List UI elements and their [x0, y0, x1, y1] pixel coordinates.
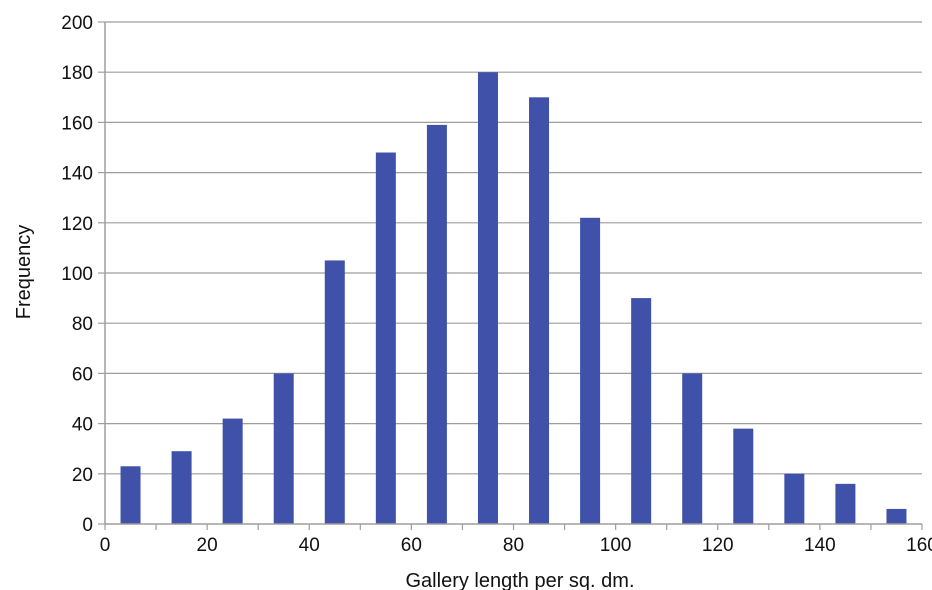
bar: [682, 373, 703, 524]
x-tick-label: 120: [702, 535, 734, 556]
x-tick-label: 160: [906, 535, 932, 556]
y-axis-title: Frequency: [13, 225, 35, 320]
x-tick-label: 0: [100, 535, 111, 556]
x-axis-title: Gallery length per sq. dm.: [406, 570, 635, 590]
y-tick-label: 140: [61, 164, 93, 185]
x-tick-labels: 0 20 40 60 80 100 120 140 160: [100, 535, 932, 556]
x-tick-label: 20: [197, 535, 218, 556]
x-tick-label: 60: [401, 535, 422, 556]
y-tick-label: 20: [72, 465, 93, 486]
bar: [426, 124, 447, 524]
y-tick-label: 40: [72, 415, 93, 436]
bar: [784, 473, 805, 524]
bars: [120, 72, 907, 525]
bar: [273, 373, 294, 524]
y-tick-label: 200: [61, 13, 93, 34]
y-tick-label: 120: [61, 214, 93, 235]
y-tick-label: 160: [61, 113, 93, 134]
x-tick-label: 80: [503, 535, 524, 556]
bar: [171, 451, 192, 524]
bar: [835, 483, 856, 524]
bar: [222, 418, 243, 524]
axes: [98, 21, 923, 530]
x-tick-label: 40: [299, 535, 320, 556]
y-tick-label: 180: [61, 63, 93, 84]
x-tick-label: 100: [600, 535, 632, 556]
bar: [631, 298, 652, 524]
bar: [580, 217, 601, 524]
gridlines: [105, 21, 922, 475]
bar: [324, 260, 345, 524]
bar: [120, 466, 141, 524]
y-tick-label: 80: [72, 314, 93, 335]
bar: [886, 508, 907, 524]
y-tick-labels: 0 20 40 60 80 100 120 140 160 180 200: [61, 13, 93, 536]
bar: [733, 428, 754, 524]
bar: [477, 72, 498, 524]
bar: [529, 97, 550, 525]
y-tick-label: 60: [72, 364, 93, 385]
x-tick-label: 140: [804, 535, 836, 556]
bar: [375, 152, 396, 524]
y-tick-label: 100: [61, 264, 93, 285]
y-tick-label: 0: [82, 515, 93, 536]
